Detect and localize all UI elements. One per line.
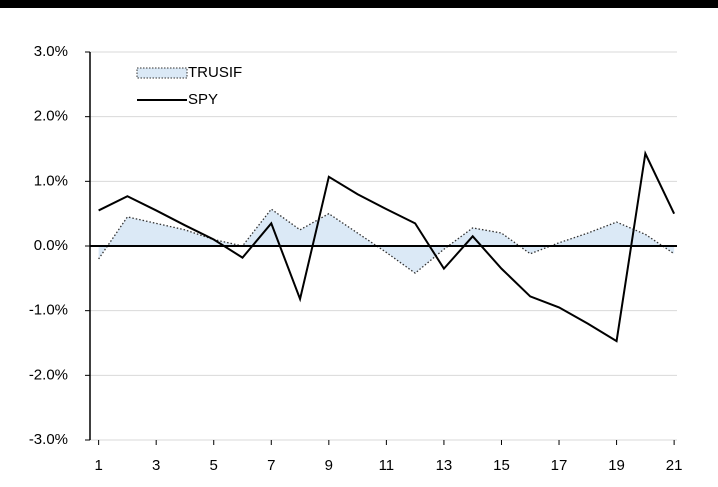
y-tick-label: 3.0% [34, 43, 68, 60]
y-tick-label: -2.0% [29, 366, 68, 383]
x-tick-label: 19 [608, 457, 625, 474]
y-tick-label: 1.0% [34, 172, 68, 189]
y-tick-label: 2.0% [34, 108, 68, 125]
x-tick-label: 1 [94, 457, 102, 474]
x-tick-label: 11 [379, 457, 395, 474]
x-tick-label: 21 [666, 457, 683, 474]
x-tick-label: 9 [325, 457, 333, 474]
area [98, 209, 675, 274]
x-tick-label: 5 [210, 457, 218, 474]
top-bar [0, 0, 718, 8]
x-tick-label: 3 [152, 457, 160, 474]
legend-label: TRUSIF [188, 64, 242, 81]
x-tick-label: 17 [551, 457, 568, 474]
y-tick-label: -3.0% [29, 431, 68, 448]
x-tick-label: 13 [436, 457, 453, 474]
y-tick-label: 0.0% [34, 237, 68, 254]
line [98, 150, 676, 343]
x-tick-label: 15 [493, 457, 510, 474]
area-outline [98, 208, 675, 274]
x-tick-label: 7 [267, 457, 275, 474]
legend-swatch [136, 67, 188, 79]
legend-label: SPY [188, 91, 218, 108]
y-tick-label: -1.0% [29, 302, 68, 319]
